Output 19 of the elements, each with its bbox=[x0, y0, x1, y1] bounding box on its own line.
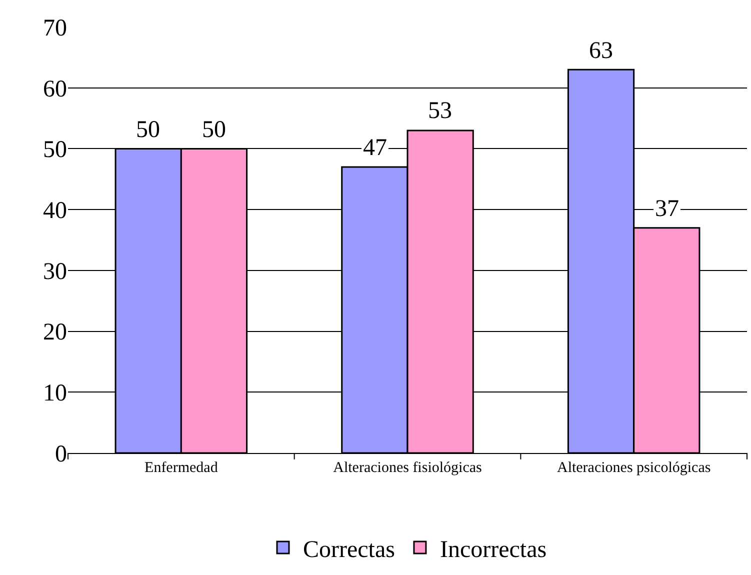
data-label: 50 bbox=[202, 117, 226, 143]
legend-label: Incorrectas bbox=[440, 536, 547, 563]
y-tick-label: 60 bbox=[43, 76, 67, 102]
x-tick-label: Alteraciones psicológicas bbox=[556, 460, 711, 476]
data-label: 50 bbox=[136, 117, 160, 143]
y-tick-label: 70 bbox=[43, 15, 67, 42]
y-tick-label: 50 bbox=[43, 137, 67, 164]
y-tick-label: 30 bbox=[43, 258, 67, 285]
x-tick-label: Enfermedad bbox=[144, 460, 218, 476]
legend-label: Correctas bbox=[303, 536, 395, 563]
y-tick-label: 10 bbox=[43, 380, 67, 407]
x-tick-label: Alteraciones fisiológicas bbox=[333, 460, 482, 476]
y-tick-label: 0 bbox=[55, 441, 67, 468]
data-label: 47 bbox=[363, 135, 387, 161]
data-label: 63 bbox=[589, 38, 613, 64]
data-label: 53 bbox=[428, 98, 452, 124]
y-tick-label: 20 bbox=[43, 320, 67, 346]
y-tick-label: 40 bbox=[43, 198, 67, 224]
data-label: 37 bbox=[655, 196, 679, 222]
